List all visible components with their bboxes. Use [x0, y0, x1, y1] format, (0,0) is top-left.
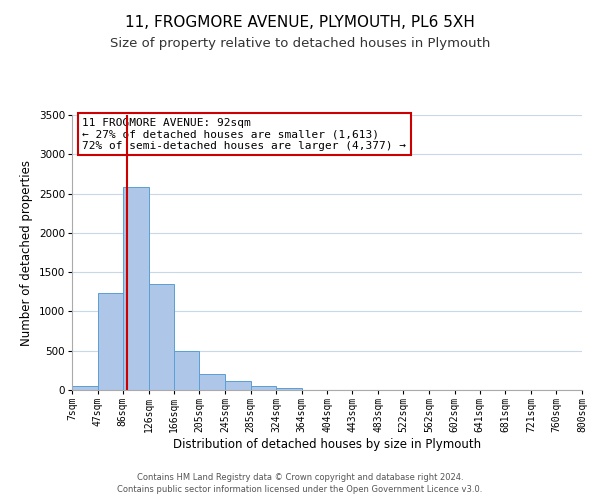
Bar	[123, 188, 149, 390]
Text: Size of property relative to detached houses in Plymouth: Size of property relative to detached ho…	[110, 38, 490, 51]
Bar	[225, 382, 251, 390]
Text: 11 FROGMORE AVENUE: 92sqm
← 27% of detached houses are smaller (1,613)
72% of se: 11 FROGMORE AVENUE: 92sqm ← 27% of detac…	[82, 118, 406, 151]
Text: Contains public sector information licensed under the Open Government Licence v3: Contains public sector information licen…	[118, 485, 482, 494]
Bar	[72, 386, 98, 390]
Bar	[276, 388, 302, 390]
X-axis label: Distribution of detached houses by size in Plymouth: Distribution of detached houses by size …	[173, 438, 481, 451]
Bar	[199, 374, 225, 390]
Bar	[174, 350, 199, 390]
Text: 11, FROGMORE AVENUE, PLYMOUTH, PL6 5XH: 11, FROGMORE AVENUE, PLYMOUTH, PL6 5XH	[125, 15, 475, 30]
Y-axis label: Number of detached properties: Number of detached properties	[20, 160, 33, 346]
Text: Contains HM Land Registry data © Crown copyright and database right 2024.: Contains HM Land Registry data © Crown c…	[137, 474, 463, 482]
Bar	[98, 294, 123, 390]
Bar	[251, 386, 276, 390]
Bar	[149, 284, 174, 390]
